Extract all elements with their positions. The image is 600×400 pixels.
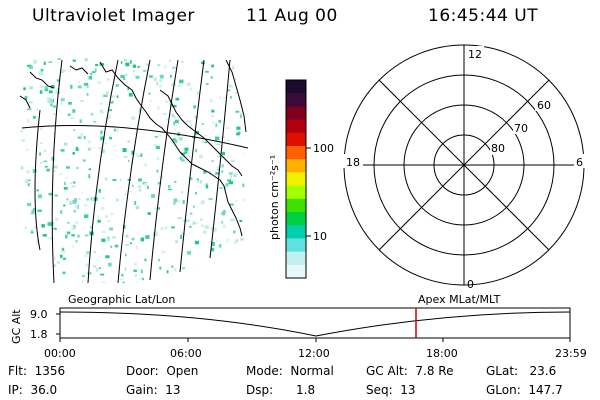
geographic-latitude: GLat: 23.6 — [486, 364, 557, 378]
timeline-tick-0000: 00:00 — [44, 347, 76, 360]
coastline — [99, 61, 243, 237]
timeline-right-title: Apex MLat/MLT — [418, 293, 501, 306]
timeline-tick-1200: 12:00 — [298, 347, 330, 360]
timeline-tick-0600: 06:00 — [170, 347, 202, 360]
polar-label-12: 12 — [468, 48, 482, 61]
date-label: 11 Aug 00 — [246, 6, 338, 26]
mode-value: Mode: Normal — [246, 364, 334, 378]
sequence-number: Seq: 13 — [366, 383, 416, 397]
altitude-axis-label: GC Alt — [10, 309, 23, 344]
gain-value: Gain: 13 — [126, 383, 181, 397]
polar-lat-60: 60 — [537, 99, 551, 112]
altitude-curve — [59, 311, 571, 337]
colorbar-tick-10: 10 — [313, 230, 327, 243]
altitude-max: 9.0 — [30, 308, 48, 321]
polar-lat-70: 70 — [514, 122, 528, 135]
timeline-tick-1800: 18:00 — [426, 347, 458, 360]
polar-label-6: 6 — [576, 156, 583, 169]
geographic-longitude: GLon: 147.7 — [486, 383, 563, 397]
door-status: Door: Open — [126, 364, 199, 378]
time-label: 16:45:44 UT — [428, 6, 539, 26]
polar-label-18: 18 — [346, 156, 360, 169]
colorbar-tick-100: 100 — [313, 142, 334, 155]
timeline-left-title: Geographic Lat/Lon — [68, 293, 175, 306]
colorbar: 100 10 photon cm⁻²s⁻¹ — [268, 79, 334, 279]
polar-label-0: 0 — [467, 278, 474, 291]
window-title: Ultraviolet Imager — [32, 6, 195, 26]
dsp-value: Dsp: 1.8 — [246, 383, 316, 397]
gc-altitude: GC Alt: 7.8 Re — [366, 364, 454, 378]
altitude-min: 1.8 — [30, 328, 48, 341]
uv-intensity-dots — [20, 58, 246, 283]
colorbar-unit-label: photon cm⁻²s⁻¹ — [268, 155, 281, 240]
altitude-timeline: Geographic Lat/Lon Apex MLat/MLT 9.0 1.8… — [10, 293, 587, 360]
meridian-lines — [34, 59, 231, 284]
ip-value: IP: 36.0 — [8, 383, 58, 397]
polar-lat-80: 80 — [491, 142, 505, 155]
timeline-tick-2359: 23:59 — [555, 347, 587, 360]
flight-number: Flt: 1356 — [8, 364, 66, 378]
colorbar-gradient — [286, 80, 306, 279]
latitude-line — [21, 125, 249, 149]
geographic-image — [19, 58, 249, 284]
polar-plot — [343, 44, 585, 286]
